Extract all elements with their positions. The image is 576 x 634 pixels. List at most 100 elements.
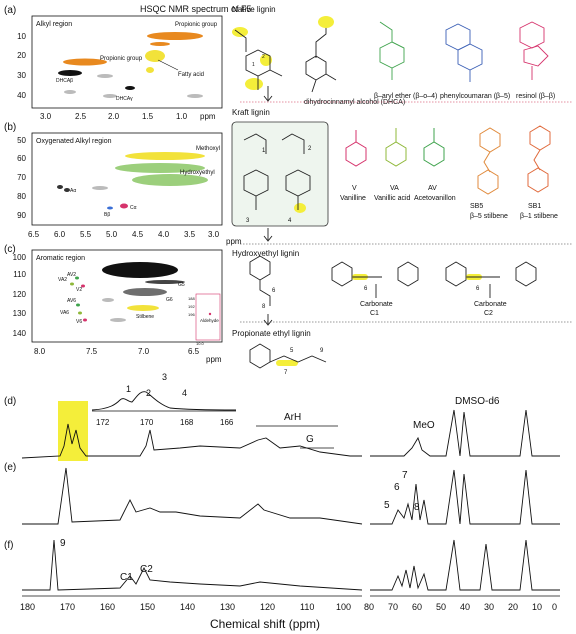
svg-text:70: 70 bbox=[388, 602, 398, 612]
svg-text:140: 140 bbox=[180, 602, 195, 612]
hydroxyethyl-peak bbox=[115, 163, 205, 173]
c-alpha-peak bbox=[120, 203, 128, 209]
svg-text:SB5: SB5 bbox=[470, 203, 483, 210]
svg-text:30: 30 bbox=[484, 602, 494, 612]
label-fatty-acid: Fatty acid bbox=[178, 72, 204, 78]
svg-text:2.5: 2.5 bbox=[75, 112, 87, 121]
svg-text:170: 170 bbox=[140, 418, 154, 427]
svg-text:20: 20 bbox=[17, 51, 26, 60]
svg-text:180: 180 bbox=[20, 602, 35, 612]
label-methoxyl: Methoxyl bbox=[196, 146, 220, 152]
svg-text:10: 10 bbox=[17, 32, 26, 41]
svg-text:C1: C1 bbox=[370, 310, 379, 317]
svg-text:VA6: VA6 bbox=[60, 310, 69, 316]
arrow-down-3 bbox=[263, 314, 273, 326]
svg-text:170: 170 bbox=[60, 602, 75, 612]
propionate-title: Propionate ethyl lignin bbox=[232, 329, 311, 338]
carbonate-c1: 6 Carbonate C1 bbox=[331, 261, 419, 317]
panel-a: (a) HSQC NMR spectrum of F5 Alkyl region… bbox=[4, 4, 252, 121]
methoxyl-peak bbox=[125, 152, 205, 160]
compound-v: V Vanilline bbox=[340, 130, 367, 202]
svg-text:70: 70 bbox=[17, 173, 26, 182]
beta-5-structure: phenylcoumaran (β–5) bbox=[440, 23, 510, 100]
svg-text:10: 10 bbox=[532, 602, 542, 612]
panel-b-signals bbox=[57, 152, 208, 210]
a-alpha-peak bbox=[57, 185, 63, 189]
panel-b-yticks: 50 60 70 80 90 bbox=[17, 136, 26, 220]
label-aldehyde: Aldehyde bbox=[200, 318, 219, 323]
fatty-acid-peak bbox=[145, 50, 165, 62]
dhca-structure: dihydrocinnamyl alcohol (DHCA) bbox=[304, 16, 405, 106]
svg-text:5.0: 5.0 bbox=[106, 230, 118, 239]
svg-text:1.5: 1.5 bbox=[142, 112, 154, 121]
x-axis-right-ticks: 80 70 60 50 40 30 20 10 0 bbox=[364, 602, 557, 612]
svg-text:7.0: 7.0 bbox=[138, 347, 150, 356]
svg-text:Vanillic acid: Vanillic acid bbox=[374, 195, 411, 202]
x-axis-left-ticks: 180 170 160 150 140 130 120 110 100 bbox=[20, 602, 351, 612]
panel-c: (c) Aromatic region AV2 VA2 V2 G5 G6 AV6… bbox=[4, 244, 223, 364]
svg-text:3.0: 3.0 bbox=[40, 112, 52, 121]
dhca-b-peak bbox=[125, 86, 135, 90]
stilbene-peak bbox=[127, 305, 159, 311]
svg-text:4: 4 bbox=[182, 388, 187, 398]
label-b-beta: Bβ bbox=[104, 212, 110, 218]
spectrum-e-line bbox=[22, 467, 363, 525]
g2-peak bbox=[102, 262, 178, 278]
svg-text:140: 140 bbox=[13, 329, 27, 338]
inset-d: 1 2 3 4 172 170 168 166 bbox=[91, 372, 237, 427]
svg-text:1.0: 1.0 bbox=[176, 112, 188, 121]
spectrum-d-line-right bbox=[370, 409, 560, 457]
svg-text:9: 9 bbox=[320, 348, 324, 354]
svg-text:150: 150 bbox=[140, 602, 155, 612]
svg-text:166: 166 bbox=[220, 418, 234, 427]
beta-5-label: phenylcoumaran (β–5) bbox=[440, 93, 510, 100]
spectrum-e-letter: (e) bbox=[4, 462, 16, 473]
compound-sb5: SB5 β–5 stilbene bbox=[470, 127, 508, 220]
svg-text:C2: C2 bbox=[140, 564, 153, 575]
svg-text:2.0: 2.0 bbox=[108, 112, 120, 121]
label-hydroxyethyl: Hydroxyethyl bbox=[180, 170, 215, 176]
svg-text:ppm: ppm bbox=[206, 355, 222, 364]
svg-text:5: 5 bbox=[290, 348, 294, 354]
compound-av: AV Acetovanillon bbox=[414, 128, 456, 202]
kraft-box bbox=[231, 121, 329, 227]
arrow-down-1 bbox=[263, 86, 273, 102]
aldehyde-inset: 188 192 196 10.0 Aldehyde bbox=[188, 293, 221, 346]
svg-text:6: 6 bbox=[272, 288, 276, 294]
spectrum-f-line bbox=[22, 539, 363, 591]
svg-text:40: 40 bbox=[460, 602, 470, 612]
svg-text:110: 110 bbox=[300, 602, 314, 612]
figure-title: HSQC NMR spectrum of F5 bbox=[140, 4, 252, 14]
svg-text:8.0: 8.0 bbox=[34, 347, 46, 356]
native-lignin-title: Native lignin bbox=[232, 5, 276, 14]
svg-text:G5: G5 bbox=[178, 282, 185, 288]
svg-text:110: 110 bbox=[13, 270, 26, 279]
panel-b-region-l1: Oxygenated Alkyl region bbox=[36, 138, 112, 145]
svg-text:β–5 stilbene: β–5 stilbene bbox=[470, 213, 508, 220]
dhca-s-peak bbox=[58, 70, 82, 76]
panel-a-frame bbox=[31, 15, 223, 109]
svg-text:9: 9 bbox=[60, 538, 66, 549]
svg-text:C1: C1 bbox=[120, 572, 133, 583]
panel-a-signals bbox=[58, 32, 203, 98]
svg-text:0: 0 bbox=[552, 602, 557, 612]
compound-va: VA Vanillic acid bbox=[374, 128, 411, 202]
panel-b: (b) Oxygenated Alkyl region Methoxyl Hyd… bbox=[4, 122, 242, 246]
highlight-band bbox=[58, 401, 88, 461]
panel-c-labels: AV2 VA2 V2 G5 G6 AV6 VA6 V6 Stilbene bbox=[58, 272, 185, 325]
svg-text:50: 50 bbox=[17, 136, 26, 145]
spectrum-f-letter: (f) bbox=[4, 540, 13, 551]
svg-text:40: 40 bbox=[17, 91, 26, 100]
svg-text:8: 8 bbox=[414, 502, 420, 513]
kraft-lignin-title: Kraft lignin bbox=[232, 108, 270, 117]
va6-peak bbox=[78, 311, 82, 315]
panel-b-letter: (b) bbox=[4, 122, 16, 133]
svg-text:120: 120 bbox=[260, 602, 275, 612]
svg-text:172: 172 bbox=[96, 418, 110, 427]
svg-text:ppm: ppm bbox=[200, 112, 216, 121]
svg-text:V2: V2 bbox=[76, 287, 82, 293]
svg-text:20: 20 bbox=[508, 602, 518, 612]
svg-text:80: 80 bbox=[17, 192, 26, 201]
svg-text:10.0: 10.0 bbox=[196, 341, 205, 346]
svg-text:β–1 stilbene: β–1 stilbene bbox=[520, 213, 558, 220]
